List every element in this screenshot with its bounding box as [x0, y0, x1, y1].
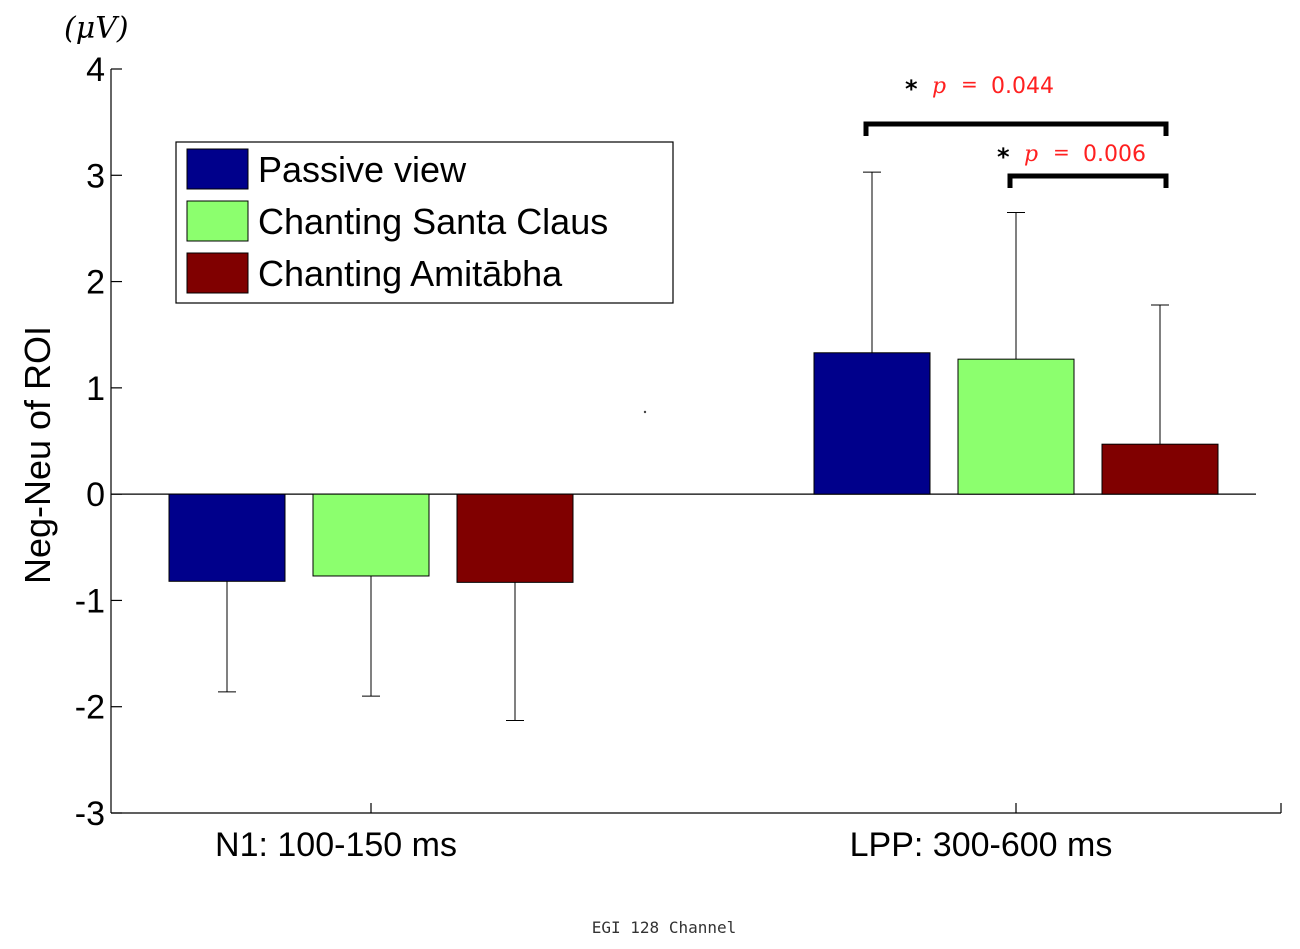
stray-mark	[643, 410, 647, 414]
legend-box	[175, 141, 674, 304]
bar	[168, 493, 286, 582]
significance-p-value: 0.006	[1083, 142, 1146, 167]
significance-bracket	[1007, 173, 1169, 188]
x-tick-label: LPP: 300-600 ms	[850, 826, 1113, 864]
bar	[312, 493, 430, 577]
legend-label: Chanting Amitābha	[258, 253, 563, 294]
bar	[1101, 443, 1219, 495]
footer-caption: EGI 128 Channel	[592, 918, 737, 937]
significance-equals: =	[1053, 140, 1070, 164]
error-bars	[218, 171, 1169, 722]
legend-label: Chanting Santa Claus	[258, 201, 608, 242]
bar	[813, 352, 931, 495]
y-tick-label: -1	[75, 582, 105, 620]
axes: 4 3 2 1 0 -1 -2 -3 N1: 100-150 ms LPP: 300-600 ms	[75, 51, 1282, 864]
significance-star: *	[997, 143, 1010, 171]
x-tick-label: N1: 100-150 ms	[215, 826, 457, 864]
significance-annotations: * p = 0.044 * p = 0.006	[863, 72, 1169, 188]
legend-swatch	[186, 148, 249, 190]
bars	[168, 352, 1219, 583]
legend-label: Passive view	[258, 149, 467, 190]
y-tick-label: 2	[86, 264, 105, 302]
significance-star: *	[905, 75, 918, 103]
legend: Passive view Chanting Santa Claus Chanting…	[175, 141, 674, 304]
y-tick-label: -3	[75, 795, 105, 833]
y-axis-label: Neg-Neu of ROI	[17, 326, 58, 584]
significance-p-symbol: p	[1024, 142, 1038, 167]
bar	[957, 358, 1075, 495]
legend-swatch	[186, 200, 249, 242]
y-unit-label: (μV)	[64, 11, 129, 46]
y-tick-label: 3	[86, 157, 105, 195]
legend-swatch	[186, 252, 249, 294]
bar	[456, 493, 574, 583]
y-tick-label: 1	[86, 370, 105, 408]
y-tick-label: -2	[75, 689, 105, 727]
significance-p-symbol: p	[932, 74, 946, 99]
y-tick-label: 4	[86, 51, 105, 89]
significance-bracket	[863, 121, 1169, 136]
significance-equals: =	[961, 72, 978, 96]
y-tick-label: 0	[86, 476, 105, 514]
significance-p-value: 0.044	[991, 74, 1054, 99]
